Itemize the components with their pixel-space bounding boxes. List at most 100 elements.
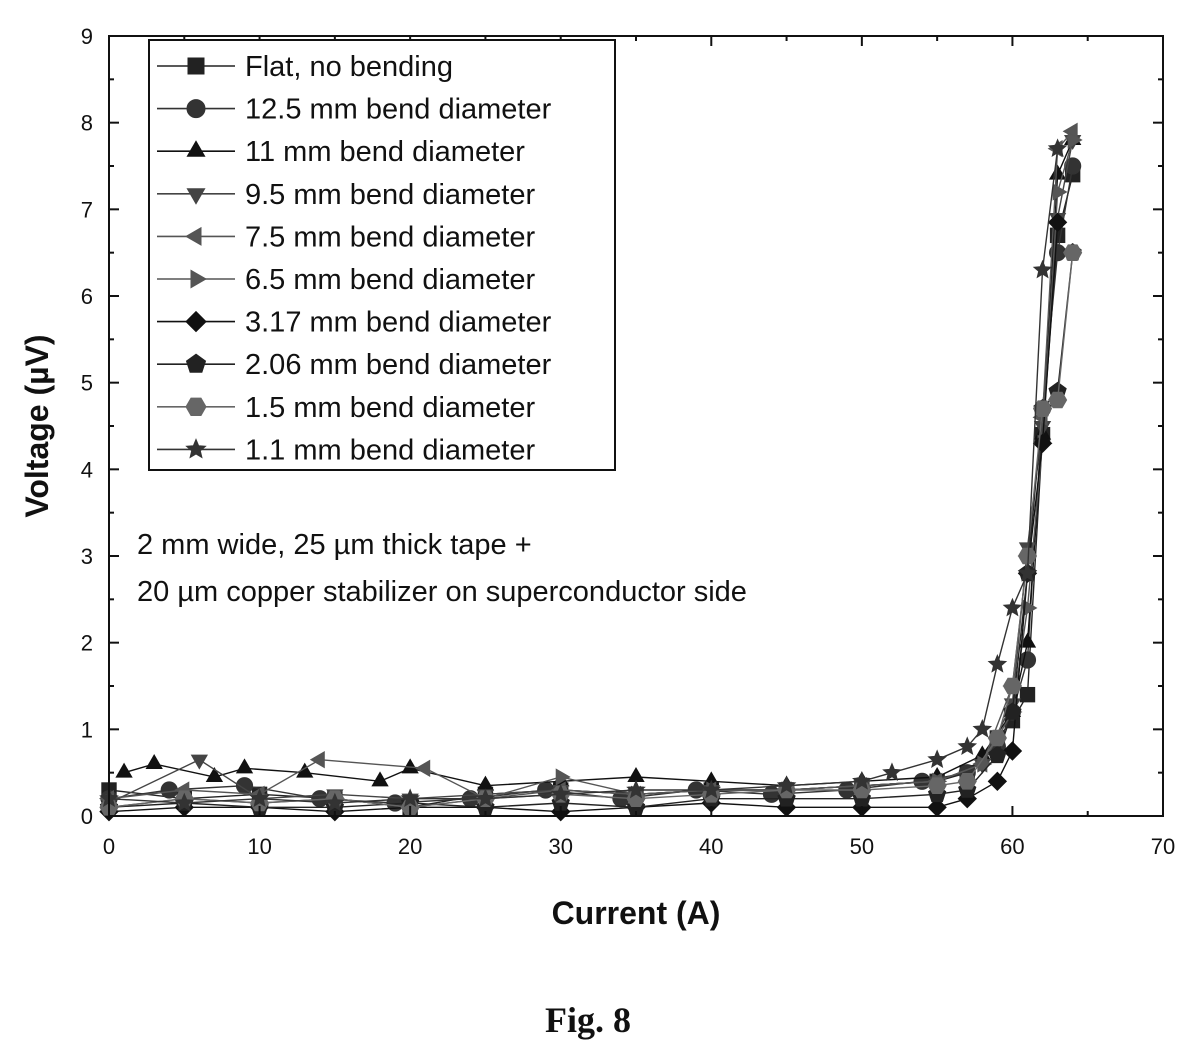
- legend-label: 6.5 mm bend diameter: [245, 264, 535, 296]
- legend-box: [148, 39, 616, 471]
- series-line: [108, 222, 1059, 813]
- legend-label: 1.5 mm bend diameter: [245, 392, 535, 424]
- legend-label: 1.1 mm bend diameter: [245, 434, 535, 466]
- annotation-line-1: 2 mm wide, 25 µm thick tape +: [137, 529, 532, 561]
- series-line: [108, 148, 1059, 804]
- annotation-line-2: 20 µm copper stabilizer on superconducto…: [137, 576, 747, 608]
- series-line: [123, 139, 1074, 787]
- data-point: [1047, 138, 1068, 158]
- data-point: [115, 762, 133, 778]
- y-tick-label: 0: [81, 804, 93, 829]
- legend-item: 7.5 mm bend diameter: [157, 221, 535, 253]
- x-tick-label: 20: [398, 834, 422, 859]
- data-point: [1002, 597, 1023, 617]
- legend-item: 6.5 mm bend diameter: [157, 264, 535, 296]
- data-point: [476, 775, 495, 791]
- legend-label: 12.5 mm bend diameter: [245, 94, 552, 126]
- y-tick-label: 8: [81, 111, 93, 136]
- legend-item: Flat, no bending: [157, 51, 453, 83]
- y-tick-label: 9: [81, 24, 93, 49]
- x-tick-label: 30: [548, 834, 572, 859]
- data-point: [762, 785, 781, 803]
- data-point: [249, 788, 270, 808]
- data-point: [627, 767, 645, 782]
- data-point: [1018, 632, 1037, 648]
- legend-marker: [186, 188, 206, 205]
- legend-item: 12.5 mm bend diameter: [157, 94, 552, 126]
- data-point: [235, 758, 254, 774]
- x-tick-label: 0: [103, 834, 115, 859]
- legend-label: 9.5 mm bend diameter: [245, 179, 535, 211]
- data-point: [1052, 183, 1068, 201]
- legend-label: 3.17 mm bend diameter: [245, 307, 552, 339]
- data-point: [957, 736, 978, 756]
- data-point: [1019, 686, 1036, 703]
- data-point: [882, 762, 902, 782]
- y-tick-label: 3: [81, 544, 93, 569]
- data-point: [145, 753, 163, 769]
- x-tick-label: 70: [1151, 834, 1175, 859]
- y-tick-label: 1: [81, 717, 93, 742]
- y-tick-label: 4: [81, 457, 93, 482]
- legend-marker: [185, 226, 202, 246]
- data-point: [972, 719, 993, 738]
- legend-marker: [185, 438, 207, 459]
- data-point: [190, 754, 209, 770]
- x-tick-label: 60: [1000, 834, 1024, 859]
- data-point: [309, 751, 325, 769]
- y-axis: 0 1 2 3 4 5 6 7 8 9: [81, 24, 1163, 829]
- data-point: [475, 788, 496, 808]
- legend-label: 7.5 mm bend diameter: [245, 221, 535, 253]
- data-point: [1017, 547, 1038, 565]
- data-point: [1048, 391, 1068, 409]
- data-point: [987, 729, 1007, 747]
- legend-marker: [190, 269, 208, 289]
- data-point: [701, 779, 722, 799]
- data-point: [205, 766, 224, 782]
- data-point: [371, 771, 389, 787]
- legend-marker: [185, 310, 207, 333]
- data-point: [626, 779, 646, 799]
- legend-marker: [187, 57, 205, 75]
- data-point: [555, 768, 571, 786]
- y-tick-label: 6: [81, 284, 93, 309]
- legend-marker: [185, 353, 207, 373]
- legend-label: 2.06 mm bend diameter: [245, 349, 552, 381]
- data-point: [1063, 244, 1083, 261]
- plot-area: [98, 122, 1083, 822]
- legend-label: Flat, no bending: [245, 51, 453, 83]
- data-point: [927, 749, 947, 769]
- x-tick-label: 10: [247, 834, 271, 859]
- data-point: [325, 792, 345, 812]
- legend-marker: [186, 99, 206, 119]
- legend-item: 9.5 mm bend diameter: [157, 179, 535, 211]
- data-point: [957, 773, 977, 790]
- legend-item: 2.06 mm bend diameter: [157, 349, 552, 381]
- y-tick-label: 2: [81, 631, 93, 656]
- x-axis: 0 10 20 30 40 50 60 70: [103, 36, 1175, 859]
- data-point: [1032, 259, 1053, 279]
- legend-label: 11 mm bend diameter: [245, 136, 525, 168]
- data-point: [550, 784, 571, 803]
- data-point: [400, 788, 420, 808]
- legend-item: 11 mm bend diameter: [157, 136, 525, 168]
- data-point: [1017, 563, 1038, 582]
- y-axis-title: Voltage (µV): [19, 334, 55, 517]
- data-point: [1022, 599, 1038, 617]
- data-point: [415, 759, 431, 777]
- legend-item: 1.5 mm bend diameter: [157, 392, 535, 424]
- y-tick-label: 5: [81, 371, 93, 396]
- x-tick-label: 40: [699, 834, 723, 859]
- data-point: [852, 771, 872, 790]
- legend-item: 1.1 mm bend diameter: [157, 434, 535, 466]
- data-point: [927, 777, 947, 794]
- legend-marker: [185, 397, 207, 416]
- x-tick-label: 50: [850, 834, 874, 859]
- data-point: [174, 792, 195, 812]
- y-tick-label: 7: [81, 197, 93, 222]
- data-point: [987, 654, 1008, 673]
- legend-item: 3.17 mm bend diameter: [157, 307, 552, 339]
- x-axis-title: Current (A): [552, 895, 721, 931]
- data-point: [1002, 677, 1023, 695]
